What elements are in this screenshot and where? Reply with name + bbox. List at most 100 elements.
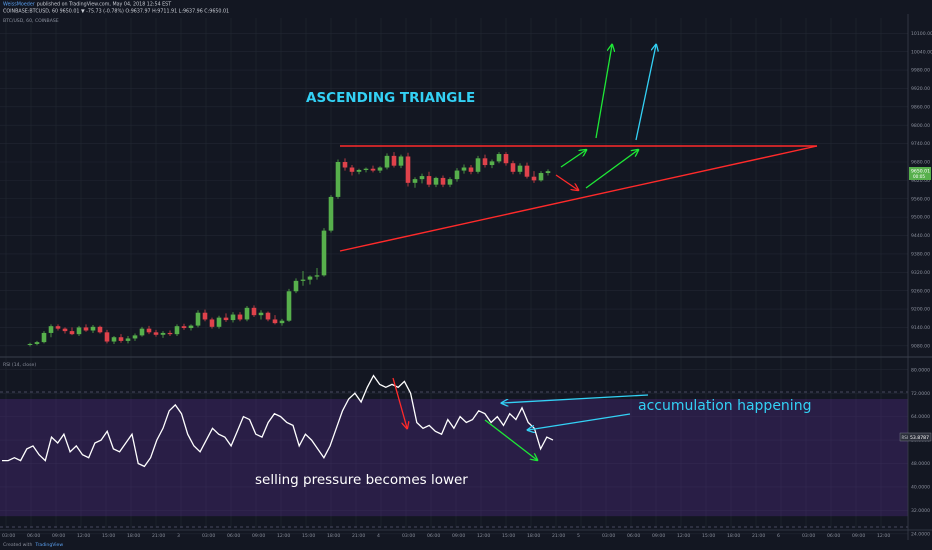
price-axis-tick: 9680.00 (911, 160, 930, 166)
price-axis-tick: 10100.00 (911, 31, 932, 37)
price-axis-tick: 9320.00 (911, 270, 930, 276)
time-axis-tick: 12:00 (77, 533, 90, 539)
last-price-value: 9650.01 (911, 169, 930, 175)
candle-body (335, 161, 341, 197)
time-axis-tick: 5 (577, 533, 580, 539)
time-axis-tick: 21:00 (152, 533, 165, 539)
time-axis-tick: 6 (777, 533, 780, 539)
time-axis-tick: 15:00 (102, 533, 115, 539)
rsi-axis-tick: 32.0000 (911, 508, 930, 514)
candle-body (188, 325, 194, 329)
candle-body (41, 332, 47, 343)
candle-body (244, 307, 250, 320)
time-axis-tick: 12:00 (877, 533, 890, 539)
candle-body (468, 167, 474, 172)
price-axis-tick: 9200.00 (911, 307, 930, 313)
candle-body (370, 168, 376, 171)
time-axis-tick: 18:00 (527, 533, 540, 539)
candle-body (118, 337, 124, 341)
time-axis-tick: 03:00 (402, 533, 415, 539)
rsi-value-prefix: RSI (902, 435, 909, 440)
time-axis-tick: 12:00 (277, 533, 290, 539)
candle-body (202, 312, 208, 320)
candle-body (265, 312, 271, 320)
cyan-breakout-arrow (635, 45, 656, 141)
candle-body (139, 328, 145, 336)
candle-body (524, 165, 530, 177)
time-axis-tick: 06:00 (827, 533, 840, 539)
candle-body (104, 332, 110, 342)
selling-pressure-label: selling pressure becomes lower (255, 472, 468, 488)
candle-body (307, 276, 313, 280)
candle-body (55, 326, 61, 329)
accumulation-label: accumulation happening (638, 398, 811, 414)
candle-body (419, 176, 425, 180)
rsi-axis-tick: 40.0000 (911, 485, 930, 491)
candle-body (398, 156, 404, 166)
candle-body (146, 328, 152, 333)
green-breakout-arrow (595, 45, 612, 139)
candle-body (405, 156, 411, 183)
candle-body (48, 326, 54, 333)
time-axis-tick: 18:00 (327, 533, 340, 539)
time-axis-tick: 03:00 (602, 533, 615, 539)
price-axis-tick: 9080.00 (911, 343, 930, 349)
candle-body (489, 161, 495, 166)
rsi-green-arrow (484, 419, 537, 460)
candle-body (496, 154, 502, 162)
candle-body (209, 319, 215, 327)
time-axis-tick: 18:00 (727, 533, 740, 539)
price-axis-tick: 9860.00 (911, 104, 930, 110)
price-axis-tick: 9800.00 (911, 123, 930, 129)
rsi-pane-label: RSI (14, close) (3, 362, 36, 368)
time-axis-tick: 03:00 (2, 533, 15, 539)
candle-body (167, 332, 173, 335)
candle-body (412, 179, 418, 183)
time-axis-tick: 15:00 (502, 533, 515, 539)
candle-body (321, 230, 327, 276)
header-line-2: COINBASE:BTCUSD, 60 9650.01 ▼ -75.73 (-0… (3, 9, 229, 15)
candle-body (153, 332, 159, 335)
header-line-3: BTC/USD, 60, COINBASE (3, 18, 59, 24)
time-axis-tick: 12:00 (477, 533, 490, 539)
time-axis-tick: 09:00 (652, 533, 665, 539)
last-price-tag (909, 167, 931, 180)
time-axis-tick: 15:00 (702, 533, 715, 539)
price-axis-tick: 9500.00 (911, 215, 930, 221)
candle-body (426, 176, 432, 185)
green-small-arrow-mid (585, 150, 638, 189)
candle-body (314, 275, 320, 277)
candle-body (342, 161, 348, 168)
candle-body (538, 173, 544, 181)
time-axis-tick: 03:00 (802, 533, 815, 539)
candle-body (377, 167, 383, 171)
candle-body (251, 307, 257, 316)
candle-body (447, 179, 453, 185)
rsi-axis-tick: 24.0000 (911, 531, 930, 537)
rsi-red-arrow (392, 377, 407, 428)
candle-body (454, 170, 460, 180)
time-axis-tick: 06:00 (227, 533, 240, 539)
rsi-value-tag (899, 432, 932, 442)
time-axis-tick: 03:00 (202, 533, 215, 539)
candle-body (300, 279, 306, 281)
candle-body (174, 326, 180, 335)
rsi-cyan-arrow-2 (528, 413, 631, 430)
candle-body (230, 314, 236, 321)
rsi-axis-tick: 72.0000 (911, 391, 930, 397)
rsi-overbought-oversold-band (0, 399, 908, 517)
header-line-1: WeissMoeder published on TradingView.com,… (3, 2, 171, 8)
time-axis-tick: 06:00 (427, 533, 440, 539)
candle-body (97, 326, 103, 333)
candle-body (125, 338, 131, 341)
price-axis-tick: 9980.00 (911, 68, 930, 74)
last-price-time: 00:05 (913, 174, 925, 179)
rsi-cyan-arrow-1 (502, 394, 649, 403)
time-axis-tick: 06:00 (627, 533, 640, 539)
candle-body (27, 343, 33, 345)
time-axis-tick: 21:00 (352, 533, 365, 539)
candle-body (349, 167, 355, 172)
candle-body (83, 327, 89, 331)
red-small-arrow-down (555, 174, 578, 190)
